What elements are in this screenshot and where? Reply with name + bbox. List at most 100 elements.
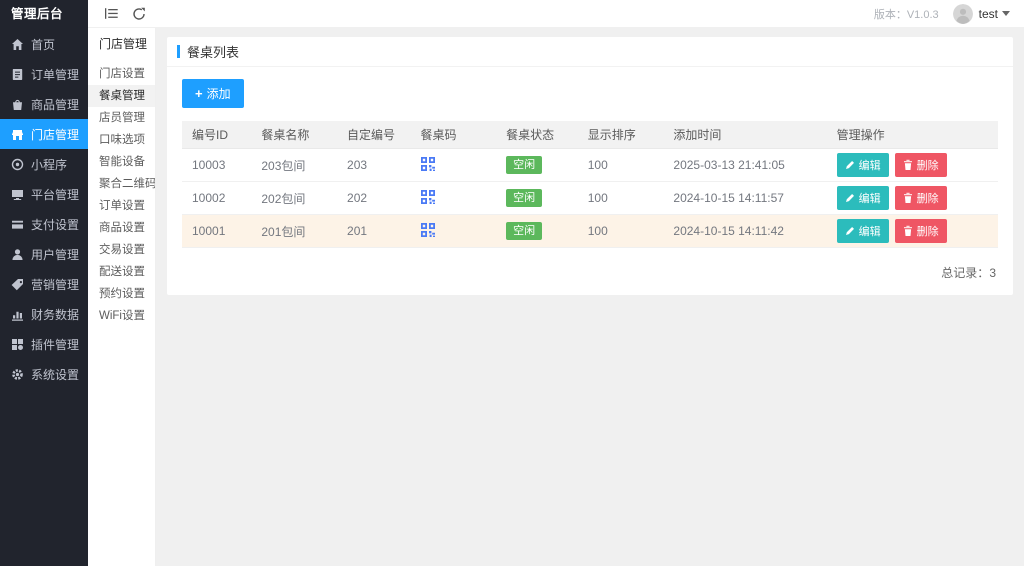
add-button[interactable]: + 添加	[182, 79, 244, 108]
submenu-item-trade-settings[interactable]: 交易设置	[99, 244, 145, 256]
card-body: + 添加 编号ID 餐桌名称 自定编号 餐桌码 餐桌状态	[167, 67, 1013, 295]
primary-nav: 首页 订单管理 商品管理 门店管理 小程序 平台管理	[0, 28, 88, 389]
brand-title: 管理后台	[11, 7, 64, 21]
col-header-name: 餐桌名称	[251, 121, 338, 149]
sidebar-item-label: 营销管理	[31, 277, 80, 292]
sidebar-item-settings[interactable]: 系统设置	[0, 359, 88, 389]
plus-icon: +	[195, 86, 203, 101]
card-title-row: 餐桌列表	[167, 37, 1013, 67]
col-header-created: 添加时间	[663, 121, 827, 149]
table-row: 10002 202包间 202 空闲 100 2024-10-15 14:11:…	[182, 181, 998, 215]
qr-code-icon[interactable]	[420, 222, 436, 238]
cell-sort: 100	[577, 214, 664, 248]
sidebar-item-label: 财务数据	[31, 307, 80, 322]
edit-button[interactable]: 编辑	[836, 186, 889, 211]
goods-icon	[10, 97, 24, 111]
status-badge: 空闲	[506, 188, 543, 208]
cell-created: 2024-10-15 14:11:42	[663, 214, 827, 248]
submenu-item-reservation-settings[interactable]: 预约设置	[99, 288, 145, 300]
submenu-item-wifi-settings[interactable]: WiFi设置	[99, 310, 145, 322]
cell-id: 10003	[182, 148, 252, 182]
qr-code-icon[interactable]	[420, 189, 436, 205]
edit-button-label: 编辑	[858, 226, 881, 239]
cell-custom-no: 202	[337, 181, 411, 215]
plugin-icon	[10, 337, 24, 351]
edit-button-label: 编辑	[858, 160, 881, 173]
submenu-item-order-settings[interactable]: 订单设置	[99, 200, 145, 212]
cell-created: 2025-03-13 21:41:05	[663, 148, 827, 182]
cell-id: 10002	[182, 181, 252, 215]
sidebar-item-orders[interactable]: 订单管理	[0, 59, 88, 89]
sidebar-item-label: 商品管理	[31, 97, 80, 112]
avatar[interactable]	[952, 3, 973, 24]
cell-name: 203包间	[251, 148, 338, 182]
sidebar-item-label: 订单管理	[31, 67, 80, 82]
submenu-title: 门店管理	[99, 37, 148, 51]
cell-id: 10001	[182, 214, 252, 248]
delete-button-label: 删除	[916, 225, 939, 238]
submenu-item-store-settings[interactable]: 门店设置	[99, 68, 145, 80]
sidebar-item-marketing[interactable]: 营销管理	[0, 269, 88, 299]
submenu-item-staff-management[interactable]: 店员管理	[99, 112, 145, 124]
payment-icon	[10, 217, 24, 231]
sidebar-item-finance[interactable]: 财务数据	[0, 299, 88, 329]
table-list-card: 餐桌列表 + 添加 编号ID 餐桌名称 自定编	[167, 37, 1013, 295]
submenu-item-delivery-settings[interactable]: 配送设置	[99, 266, 145, 278]
sidebar-item-home[interactable]: 首页	[0, 29, 88, 59]
edit-button-label: 编辑	[858, 193, 881, 206]
status-badge: 空闲	[506, 155, 543, 175]
orders-icon	[10, 67, 24, 81]
sidebar-item-plugins[interactable]: 插件管理	[0, 329, 88, 359]
edit-button[interactable]: 编辑	[836, 219, 889, 244]
delete-button-label: 删除	[916, 159, 939, 172]
delete-button[interactable]: 删除	[894, 152, 947, 177]
table-row: 10001 201包间 201 空闲 100 2024-10-15 14:11:…	[182, 214, 998, 248]
submenu-item-smart-devices[interactable]: 智能设备	[99, 156, 145, 168]
cell-sort: 100	[577, 148, 664, 182]
main-content: 餐桌列表 + 添加 编号ID 餐桌名称 自定编	[156, 28, 1024, 566]
sidebar-item-label: 插件管理	[31, 337, 80, 352]
col-header-qrcode: 餐桌码	[410, 121, 497, 149]
sidebar-item-goods[interactable]: 商品管理	[0, 89, 88, 119]
cell-created: 2024-10-15 14:11:57	[663, 181, 827, 215]
sidebar-item-label: 门店管理	[31, 127, 80, 142]
home-icon	[10, 37, 24, 51]
primary-sidebar: 管理后台 首页 订单管理 商品管理 门店管理 小程序	[0, 0, 88, 566]
sidebar-item-payment[interactable]: 支付设置	[0, 209, 88, 239]
table-header-row: 编号ID 餐桌名称 自定编号 餐桌码 餐桌状态 显示排序 添加时间 管理操作	[182, 121, 998, 149]
sidebar-item-store[interactable]: 门店管理	[0, 119, 88, 149]
sidebar-item-miniprogram[interactable]: 小程序	[0, 149, 88, 179]
cell-sort: 100	[577, 181, 664, 215]
delete-button[interactable]: 删除	[894, 218, 947, 243]
settings-icon	[10, 367, 24, 381]
total-records: 总记录：3	[182, 248, 998, 281]
col-header-custom-no: 自定编号	[337, 121, 411, 149]
page-title: 餐桌列表	[187, 45, 240, 60]
submenu-item-flavor-options[interactable]: 口味选项	[99, 134, 145, 146]
title-accent-bar	[177, 45, 180, 58]
miniprogram-icon	[10, 157, 24, 171]
secondary-sidebar: 门店管理 门店设置 餐桌管理 店员管理 口味选项 智能设备 聚合二维码 订单设置…	[88, 28, 156, 566]
col-header-sort: 显示排序	[577, 121, 664, 149]
sidebar-item-label: 系统设置	[31, 367, 80, 382]
user-menu[interactable]: test	[979, 7, 1010, 21]
cell-name: 202包间	[251, 181, 338, 215]
refresh-icon[interactable]	[128, 3, 150, 25]
submenu-item-table-management[interactable]: 餐桌管理	[88, 85, 155, 107]
sidebar-item-users[interactable]: 用户管理	[0, 239, 88, 269]
submenu-item-aggregate-qrcode[interactable]: 聚合二维码	[99, 178, 156, 190]
col-header-actions: 管理操作	[826, 121, 998, 149]
submenu-item-goods-settings[interactable]: 商品设置	[99, 222, 145, 234]
sidebar-item-platform[interactable]: 平台管理	[0, 179, 88, 209]
qr-code-icon[interactable]	[420, 156, 436, 172]
cell-custom-no: 201	[337, 214, 411, 248]
edit-button[interactable]: 编辑	[836, 153, 889, 178]
finance-icon	[10, 307, 24, 321]
cell-name: 201包间	[251, 214, 338, 248]
collapse-menu-icon[interactable]	[100, 3, 122, 25]
status-badge: 空闲	[506, 221, 543, 241]
chevron-down-icon	[1002, 11, 1010, 16]
submenu-list: 门店设置 餐桌管理 店员管理 口味选项 智能设备 聚合二维码 订单设置 商品设置…	[88, 63, 155, 327]
delete-button[interactable]: 删除	[894, 185, 947, 210]
